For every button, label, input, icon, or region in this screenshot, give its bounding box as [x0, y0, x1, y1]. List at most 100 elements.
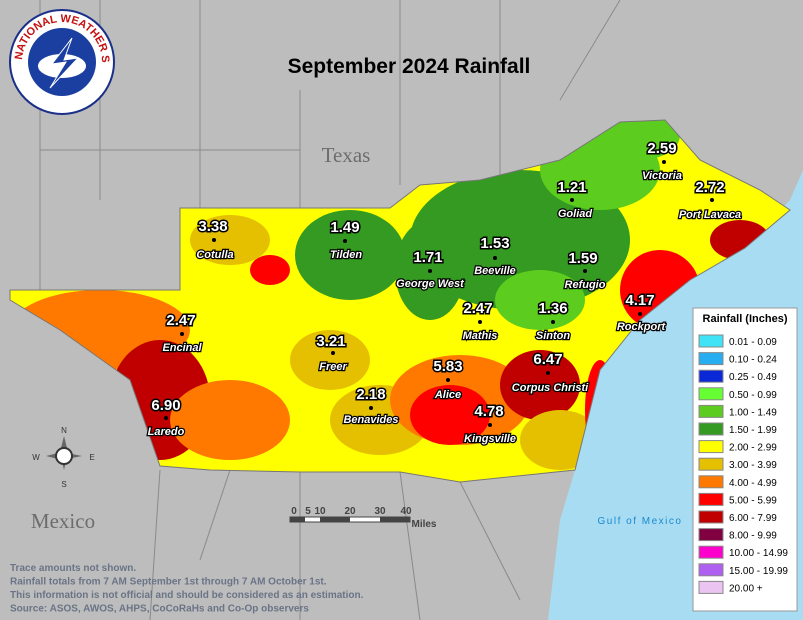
- gulf-label: Gulf of Mexico: [598, 516, 683, 527]
- legend-swatch: [698, 404, 724, 418]
- station-name: Encinal: [162, 342, 202, 354]
- scale-tick: 10: [314, 506, 326, 517]
- scale-tick: 0: [291, 506, 297, 517]
- scale-tick: 5: [305, 506, 311, 517]
- station-value: 1.49: [330, 219, 359, 236]
- legend-label: 1.50 - 1.99: [729, 425, 777, 436]
- legend-swatch: [698, 369, 724, 383]
- station-name: Port Lavaca: [679, 209, 741, 221]
- legend-swatch: [698, 440, 724, 454]
- station-dot: [343, 239, 347, 243]
- station-dot: [493, 256, 497, 260]
- station-dot: [369, 406, 373, 410]
- legend-swatch: [698, 387, 724, 401]
- station-name: Goliad: [558, 208, 593, 220]
- scale-tick: 20: [344, 506, 356, 517]
- legend-label: 2.00 - 2.99: [729, 443, 777, 454]
- station-value: 1.36: [538, 300, 567, 317]
- legend-label: 3.00 - 3.99: [729, 460, 777, 471]
- station-dot: [180, 332, 184, 336]
- legend-swatch: [698, 545, 724, 559]
- scale-bar: [289, 516, 411, 523]
- station-name: Refugio: [565, 279, 606, 291]
- station-value: 2.18: [356, 386, 385, 403]
- station-value: 3.21: [316, 333, 345, 350]
- region-outline: [9, 119, 791, 483]
- legend-swatch: [698, 492, 724, 506]
- station-name: Alice: [434, 389, 461, 401]
- station-value: 1.21: [557, 179, 586, 196]
- station-dot: [546, 371, 550, 375]
- station-value: 2.47: [166, 312, 195, 329]
- station-name: Victoria: [642, 170, 682, 182]
- station-value: 5.83: [433, 358, 462, 375]
- station-dot: [583, 269, 587, 273]
- legend-label: 4.00 - 4.99: [729, 478, 777, 489]
- station-dot: [428, 269, 432, 273]
- station-value: 6.47: [533, 351, 562, 368]
- county-lines: [39, 0, 621, 620]
- station-name: Freer: [319, 361, 347, 373]
- station-name: Cotulla: [196, 249, 233, 261]
- country-label: Mexico: [31, 509, 95, 533]
- legend-swatch: [698, 475, 724, 489]
- compass-letter: N: [61, 426, 67, 435]
- station-value: 1.59: [568, 250, 597, 267]
- station-name: Sinton: [536, 330, 570, 342]
- legend-label: 8.00 - 9.99: [729, 531, 777, 542]
- station-name: Kingsville: [464, 433, 516, 445]
- station-value: 3.38: [198, 218, 227, 235]
- station-dot: [212, 238, 216, 242]
- compass: [46, 436, 82, 470]
- station-name: Tilden: [330, 249, 362, 261]
- station-name: George West: [396, 278, 465, 290]
- station-dot: [488, 423, 492, 427]
- legend-swatch: [698, 457, 724, 471]
- legend-swatch: [698, 580, 724, 594]
- station-dot: [570, 198, 574, 202]
- compass-letter: S: [61, 480, 66, 489]
- legend-label: 20.00 +: [729, 583, 763, 594]
- station-value: 4.78: [474, 403, 503, 420]
- station-name: Corpus Christi: [512, 382, 589, 394]
- station-value: 6.90: [151, 397, 180, 414]
- footnote: Rainfall totals from 7 AM September 1st …: [10, 577, 327, 588]
- legend-label: 15.00 - 19.99: [729, 566, 788, 577]
- station-value: 2.59: [647, 140, 676, 157]
- station-dot: [164, 416, 168, 420]
- station-dot: [331, 351, 335, 355]
- station-dot: [638, 312, 642, 316]
- scale-tick: 30: [374, 506, 386, 517]
- footnote: This information is not official and sho…: [10, 590, 364, 601]
- station-value: 1.53: [480, 235, 509, 252]
- station-dot: [478, 320, 482, 324]
- legend-label: 10.00 - 14.99: [729, 548, 788, 559]
- station-name: Benavides: [343, 414, 398, 426]
- legend-label: 5.00 - 5.99: [729, 495, 777, 506]
- legend-swatch: [698, 422, 724, 436]
- scale-unit: Miles: [411, 519, 436, 530]
- legend-label: 6.00 - 7.99: [729, 513, 777, 524]
- legend-label: 0.01 - 0.09: [729, 337, 777, 348]
- station-name: Rockport: [617, 321, 667, 333]
- station-name: Beeville: [474, 265, 516, 277]
- legend-swatch: [698, 334, 724, 348]
- legend-label: 1.00 - 1.49: [729, 407, 777, 418]
- station-value: 2.47: [463, 300, 492, 317]
- legend-label: 0.10 - 0.24: [729, 355, 777, 366]
- station-value: 4.17: [625, 292, 654, 309]
- station-name: Laredo: [148, 426, 185, 438]
- station-dot: [551, 320, 555, 324]
- station-name: Mathis: [463, 330, 498, 342]
- scale-tick: 40: [400, 506, 412, 517]
- compass-letter: E: [89, 453, 94, 462]
- station-dot: [662, 160, 666, 164]
- nws-logo: NATIONAL WEATHER SERVICE: [0, 0, 115, 115]
- state-label: Texas: [322, 143, 371, 167]
- station-value: 2.72: [695, 179, 724, 196]
- legend-label: 0.50 - 0.99: [729, 390, 777, 401]
- legend-swatch: [698, 510, 724, 524]
- legend-swatch: [698, 352, 724, 366]
- station-value: 1.71: [413, 249, 442, 266]
